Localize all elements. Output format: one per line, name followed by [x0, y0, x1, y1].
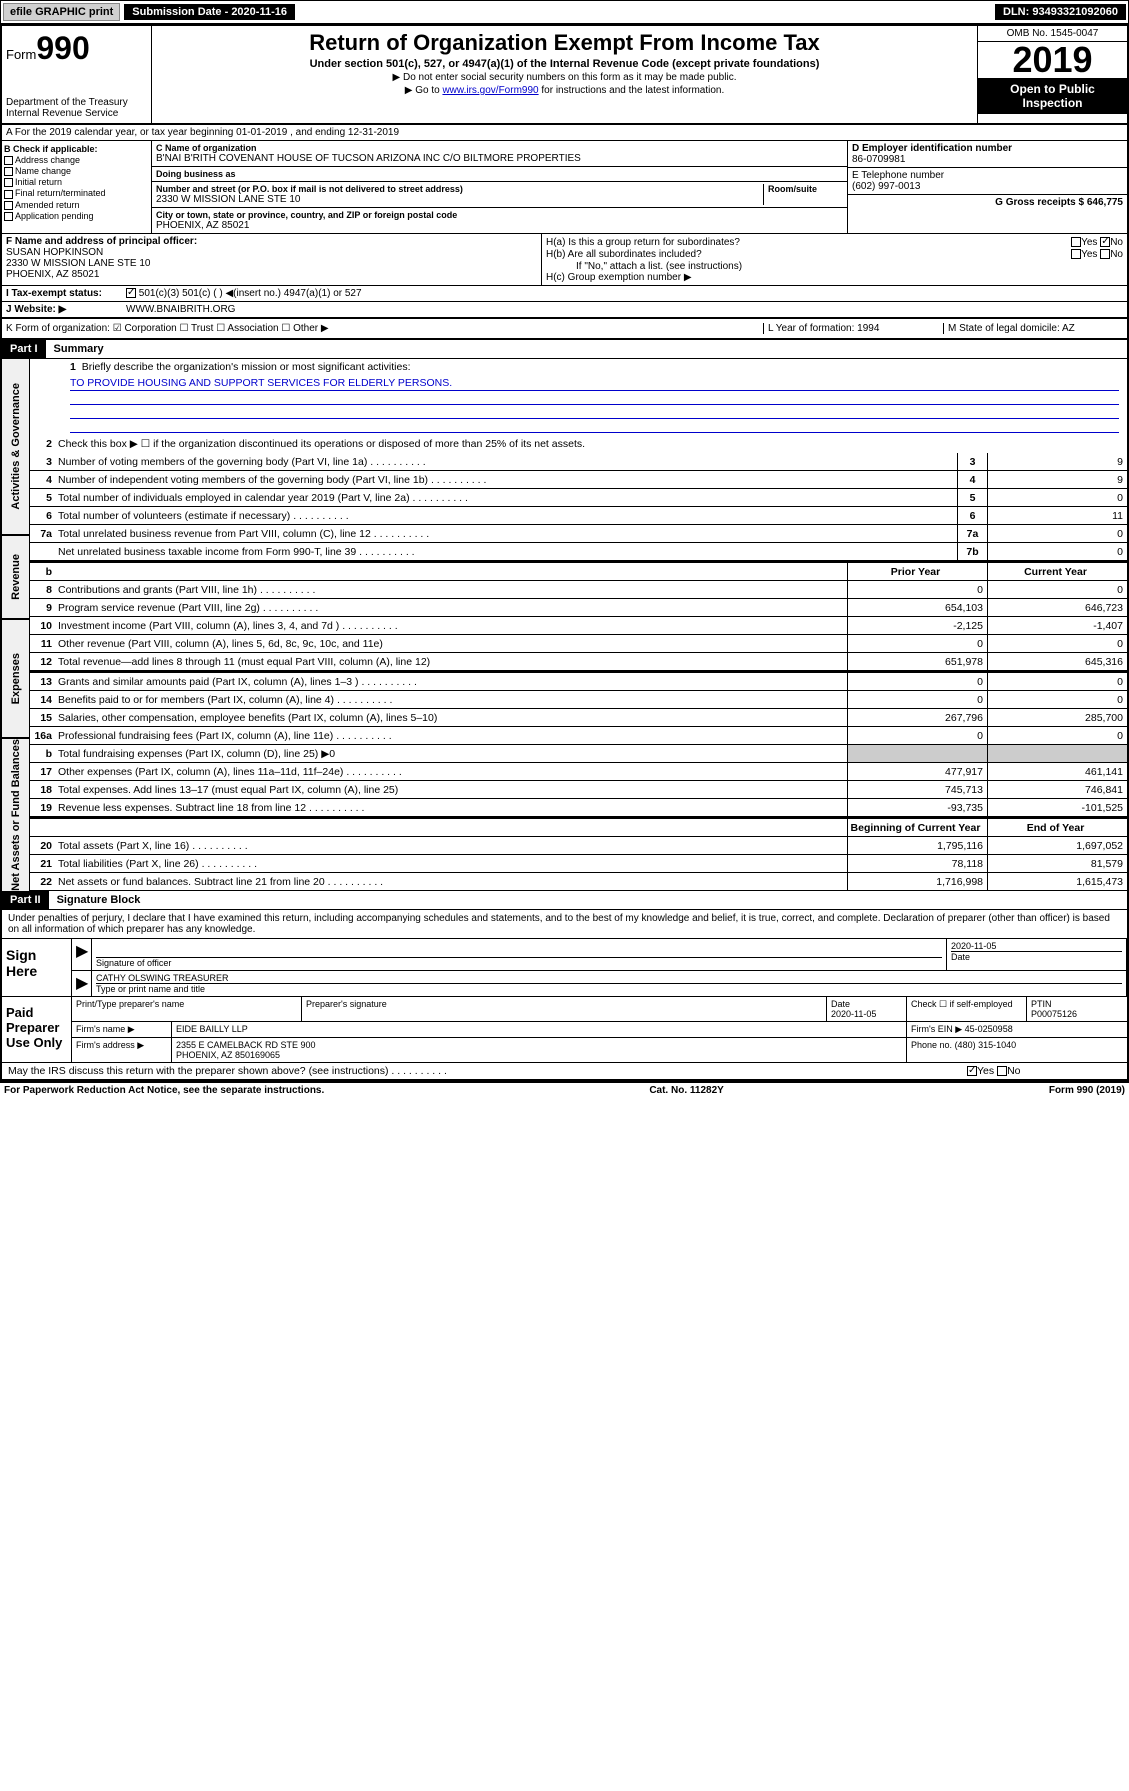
val-10c: -1,407 [987, 617, 1127, 634]
street-address: 2330 W MISSION LANE STE 10 [156, 194, 763, 205]
val-17c: 461,141 [987, 763, 1127, 780]
val-4: 9 [987, 471, 1127, 488]
val-13c: 0 [987, 673, 1127, 690]
chk-name[interactable] [4, 167, 13, 176]
irs-link[interactable]: www.irs.gov/Form990 [442, 85, 538, 96]
gross-receipts: G Gross receipts $ 646,775 [995, 197, 1123, 208]
efile-btn[interactable]: efile GRAPHIC print [3, 3, 120, 21]
phone: (602) 997-0013 [852, 181, 1123, 192]
val-19p: -93,735 [847, 799, 987, 816]
submission-date: Submission Date - 2020-11-16 [124, 4, 295, 20]
val-15p: 267,796 [847, 709, 987, 726]
val-7a: 0 [987, 525, 1127, 542]
val-11c: 0 [987, 635, 1127, 652]
val-14p: 0 [847, 691, 987, 708]
note-link: ▶ Go to www.irs.gov/Form990 for instruct… [156, 85, 973, 96]
mission-text: TO PROVIDE HOUSING AND SUPPORT SERVICES … [70, 377, 1119, 391]
val-15c: 285,700 [987, 709, 1127, 726]
chk-pending[interactable] [4, 212, 13, 221]
dln: DLN: 93493321092060 [995, 4, 1126, 20]
val-18p: 745,713 [847, 781, 987, 798]
val-6: 11 [987, 507, 1127, 524]
val-17p: 477,917 [847, 763, 987, 780]
form-subtitle: Under section 501(c), 527, or 4947(a)(1)… [156, 58, 973, 70]
val-7b: 0 [987, 543, 1127, 560]
form-main: Form990 Department of the Treasury Inter… [0, 24, 1129, 1083]
val-14c: 0 [987, 691, 1127, 708]
note-ssn: ▶ Do not enter social security numbers o… [156, 72, 973, 83]
footer-mid: Cat. No. 11282Y [649, 1085, 723, 1096]
paid-preparer-label: Paid Preparer Use Only [2, 997, 72, 1062]
val-19c: -101,525 [987, 799, 1127, 816]
val-11p: 0 [847, 635, 987, 652]
discuss-yes[interactable] [967, 1066, 977, 1076]
firm-addr: 2355 E CAMELBACK RD STE 900 PHOENIX, AZ … [172, 1038, 907, 1062]
val-22p: 1,716,998 [847, 873, 987, 890]
col-b-checkboxes: B Check if applicable: Address change Na… [2, 141, 152, 233]
form-title: Return of Organization Exempt From Incom… [156, 30, 973, 56]
prep-date: 2020-11-05 [831, 1009, 876, 1019]
val-3: 9 [987, 453, 1127, 470]
footer-right: Form 990 (2019) [1049, 1085, 1125, 1096]
val-22c: 1,615,473 [987, 873, 1127, 890]
chk-initial[interactable] [4, 178, 13, 187]
ptin: P00075126 [1031, 1009, 1077, 1019]
val-5: 0 [987, 489, 1127, 506]
val-12p: 651,978 [847, 653, 987, 670]
firm-phone: (480) 315-1040 [955, 1040, 1017, 1050]
chk-501c3[interactable] [126, 288, 136, 298]
val-13p: 0 [847, 673, 987, 690]
perjury-text: Under penalties of perjury, I declare th… [2, 910, 1127, 938]
val-20p: 1,795,116 [847, 837, 987, 854]
val-21c: 81,579 [987, 855, 1127, 872]
discuss-no[interactable] [997, 1066, 1007, 1076]
firm-ein: 45-0250958 [965, 1024, 1013, 1034]
val-12c: 645,316 [987, 653, 1127, 670]
row-a-period: A For the 2019 calendar year, or tax yea… [2, 125, 1127, 141]
officer-addr: 2330 W MISSION LANE STE 10 PHOENIX, AZ 8… [6, 258, 537, 280]
footer-left: For Paperwork Reduction Act Notice, see … [4, 1085, 324, 1096]
sign-here-label: Sign Here [2, 939, 72, 996]
hb-no[interactable] [1100, 249, 1110, 259]
sig-date: 2020-11-05 [951, 941, 1122, 951]
val-20c: 1,697,052 [987, 837, 1127, 854]
val-9p: 654,103 [847, 599, 987, 616]
val-8p: 0 [847, 581, 987, 598]
chk-amended[interactable] [4, 201, 13, 210]
chk-final[interactable] [4, 190, 13, 199]
open-public: Open to Public Inspection [978, 78, 1127, 114]
val-9c: 646,723 [987, 599, 1127, 616]
dept-treasury: Department of the Treasury Internal Reve… [6, 97, 147, 119]
state-domicile: M State of legal domicile: AZ [943, 323, 1123, 334]
chk-address[interactable] [4, 156, 13, 165]
form-of-org: K Form of organization: ☑ Corporation ☐ … [6, 323, 763, 334]
ha-no[interactable] [1100, 237, 1110, 247]
part1-header: Part I [2, 340, 46, 358]
val-21p: 78,118 [847, 855, 987, 872]
val-18c: 746,841 [987, 781, 1127, 798]
val-8c: 0 [987, 581, 1127, 598]
firm-name: EIDE BAILLY LLP [172, 1022, 907, 1037]
officer-printed: CATHY OLSWING TREASURER [96, 973, 1122, 983]
top-bar: efile GRAPHIC print Submission Date - 20… [0, 0, 1129, 24]
form-number: Form990 [6, 30, 147, 67]
val-16ac: 0 [987, 727, 1127, 744]
website: WWW.BNAIBRITH.ORG [122, 302, 1127, 317]
tax-year: 2019 [978, 42, 1127, 78]
part2-header: Part II [2, 891, 49, 909]
year-formation: L Year of formation: 1994 [763, 323, 943, 334]
officer-name: SUSAN HOPKINSON [6, 247, 537, 258]
ha-yes[interactable] [1071, 237, 1081, 247]
hb-yes[interactable] [1071, 249, 1081, 259]
ein: 86-0709981 [852, 154, 1123, 165]
val-16ap: 0 [847, 727, 987, 744]
val-10p: -2,125 [847, 617, 987, 634]
org-name: B'NAI B'RITH COVENANT HOUSE OF TUCSON AR… [156, 153, 843, 164]
city-state-zip: PHOENIX, AZ 85021 [156, 220, 843, 231]
